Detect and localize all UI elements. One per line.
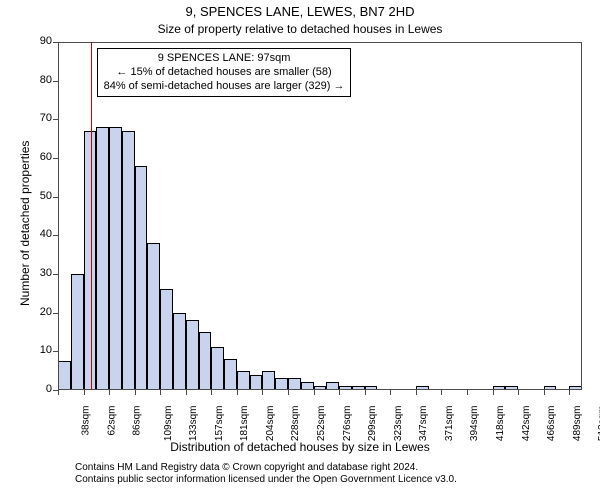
y-tick-label: 80: [28, 74, 52, 86]
x-axis-label: Distribution of detached houses by size …: [0, 440, 600, 454]
y-tick-label: 30: [28, 267, 52, 279]
footer-attribution: Contains HM Land Registry data © Crown c…: [75, 462, 457, 486]
x-tick-mark: [314, 390, 315, 395]
x-tick-label: 418sqm: [495, 406, 506, 442]
x-tick-label: 394sqm: [469, 406, 480, 442]
y-tick-label: 10: [28, 344, 52, 356]
x-tick-label: 109sqm: [163, 406, 174, 442]
x-tick-label: 347sqm: [418, 406, 429, 442]
x-tick-mark: [84, 390, 85, 395]
footer-line-1: Contains HM Land Registry data © Crown c…: [75, 462, 457, 474]
annotation-line-2: ← 15% of detached houses are smaller (58…: [104, 66, 345, 80]
annotation-line-1: 9 SPENCES LANE: 97sqm: [104, 52, 345, 66]
x-tick-mark: [518, 390, 519, 395]
x-tick-label: 181sqm: [239, 406, 250, 442]
x-tick-mark: [467, 390, 468, 395]
x-tick-mark: [441, 390, 442, 395]
x-tick-mark: [544, 390, 545, 395]
x-tick-mark: [160, 390, 161, 395]
x-tick-mark: [390, 390, 391, 395]
x-tick-label: 133sqm: [188, 406, 199, 442]
chart-title: 9, SPENCES LANE, LEWES, BN7 2HD: [0, 4, 600, 19]
x-tick-label: 228sqm: [291, 406, 302, 442]
x-tick-mark: [262, 390, 263, 395]
y-tick-label: 50: [28, 190, 52, 202]
reference-line: [91, 42, 92, 390]
x-tick-label: 489sqm: [572, 406, 583, 442]
x-tick-label: 86sqm: [132, 406, 143, 436]
x-tick-label: 466sqm: [546, 406, 557, 442]
x-tick-label: 442sqm: [521, 406, 532, 442]
x-tick-mark: [365, 390, 366, 395]
x-tick-label: 276sqm: [342, 406, 353, 442]
x-tick-mark: [237, 390, 238, 395]
x-tick-mark: [186, 390, 187, 395]
x-tick-mark: [211, 390, 212, 395]
y-tick-label: 0: [28, 383, 52, 395]
x-tick-mark: [135, 390, 136, 395]
x-tick-mark: [493, 390, 494, 395]
y-tick-label: 70: [28, 112, 52, 124]
x-tick-mark: [288, 390, 289, 395]
x-tick-mark: [58, 390, 59, 395]
y-tick-label: 60: [28, 151, 52, 163]
footer-line-2: Contains public sector information licen…: [75, 474, 457, 486]
y-axis-label: Number of detached properties: [18, 141, 32, 306]
annotation-box: 9 SPENCES LANE: 97sqm ← 15% of detached …: [97, 48, 352, 97]
x-tick-mark: [416, 390, 417, 395]
y-tick-label: 40: [28, 228, 52, 240]
x-tick-label: 371sqm: [444, 406, 455, 442]
x-tick-label: 204sqm: [265, 406, 276, 442]
chart-subtitle: Size of property relative to detached ho…: [0, 22, 600, 36]
annotation-line-3: 84% of semi-detached houses are larger (…: [104, 80, 345, 94]
x-tick-label: 299sqm: [367, 406, 378, 442]
x-tick-label: 323sqm: [393, 406, 404, 442]
x-tick-label: 38sqm: [81, 406, 92, 436]
x-tick-mark: [569, 390, 570, 395]
x-tick-label: 62sqm: [106, 406, 117, 436]
x-tick-label: 252sqm: [316, 406, 327, 442]
x-tick-label: 157sqm: [214, 406, 225, 442]
x-tick-mark: [109, 390, 110, 395]
x-tick-mark: [339, 390, 340, 395]
y-tick-label: 20: [28, 306, 52, 318]
y-tick-label: 90: [28, 35, 52, 47]
